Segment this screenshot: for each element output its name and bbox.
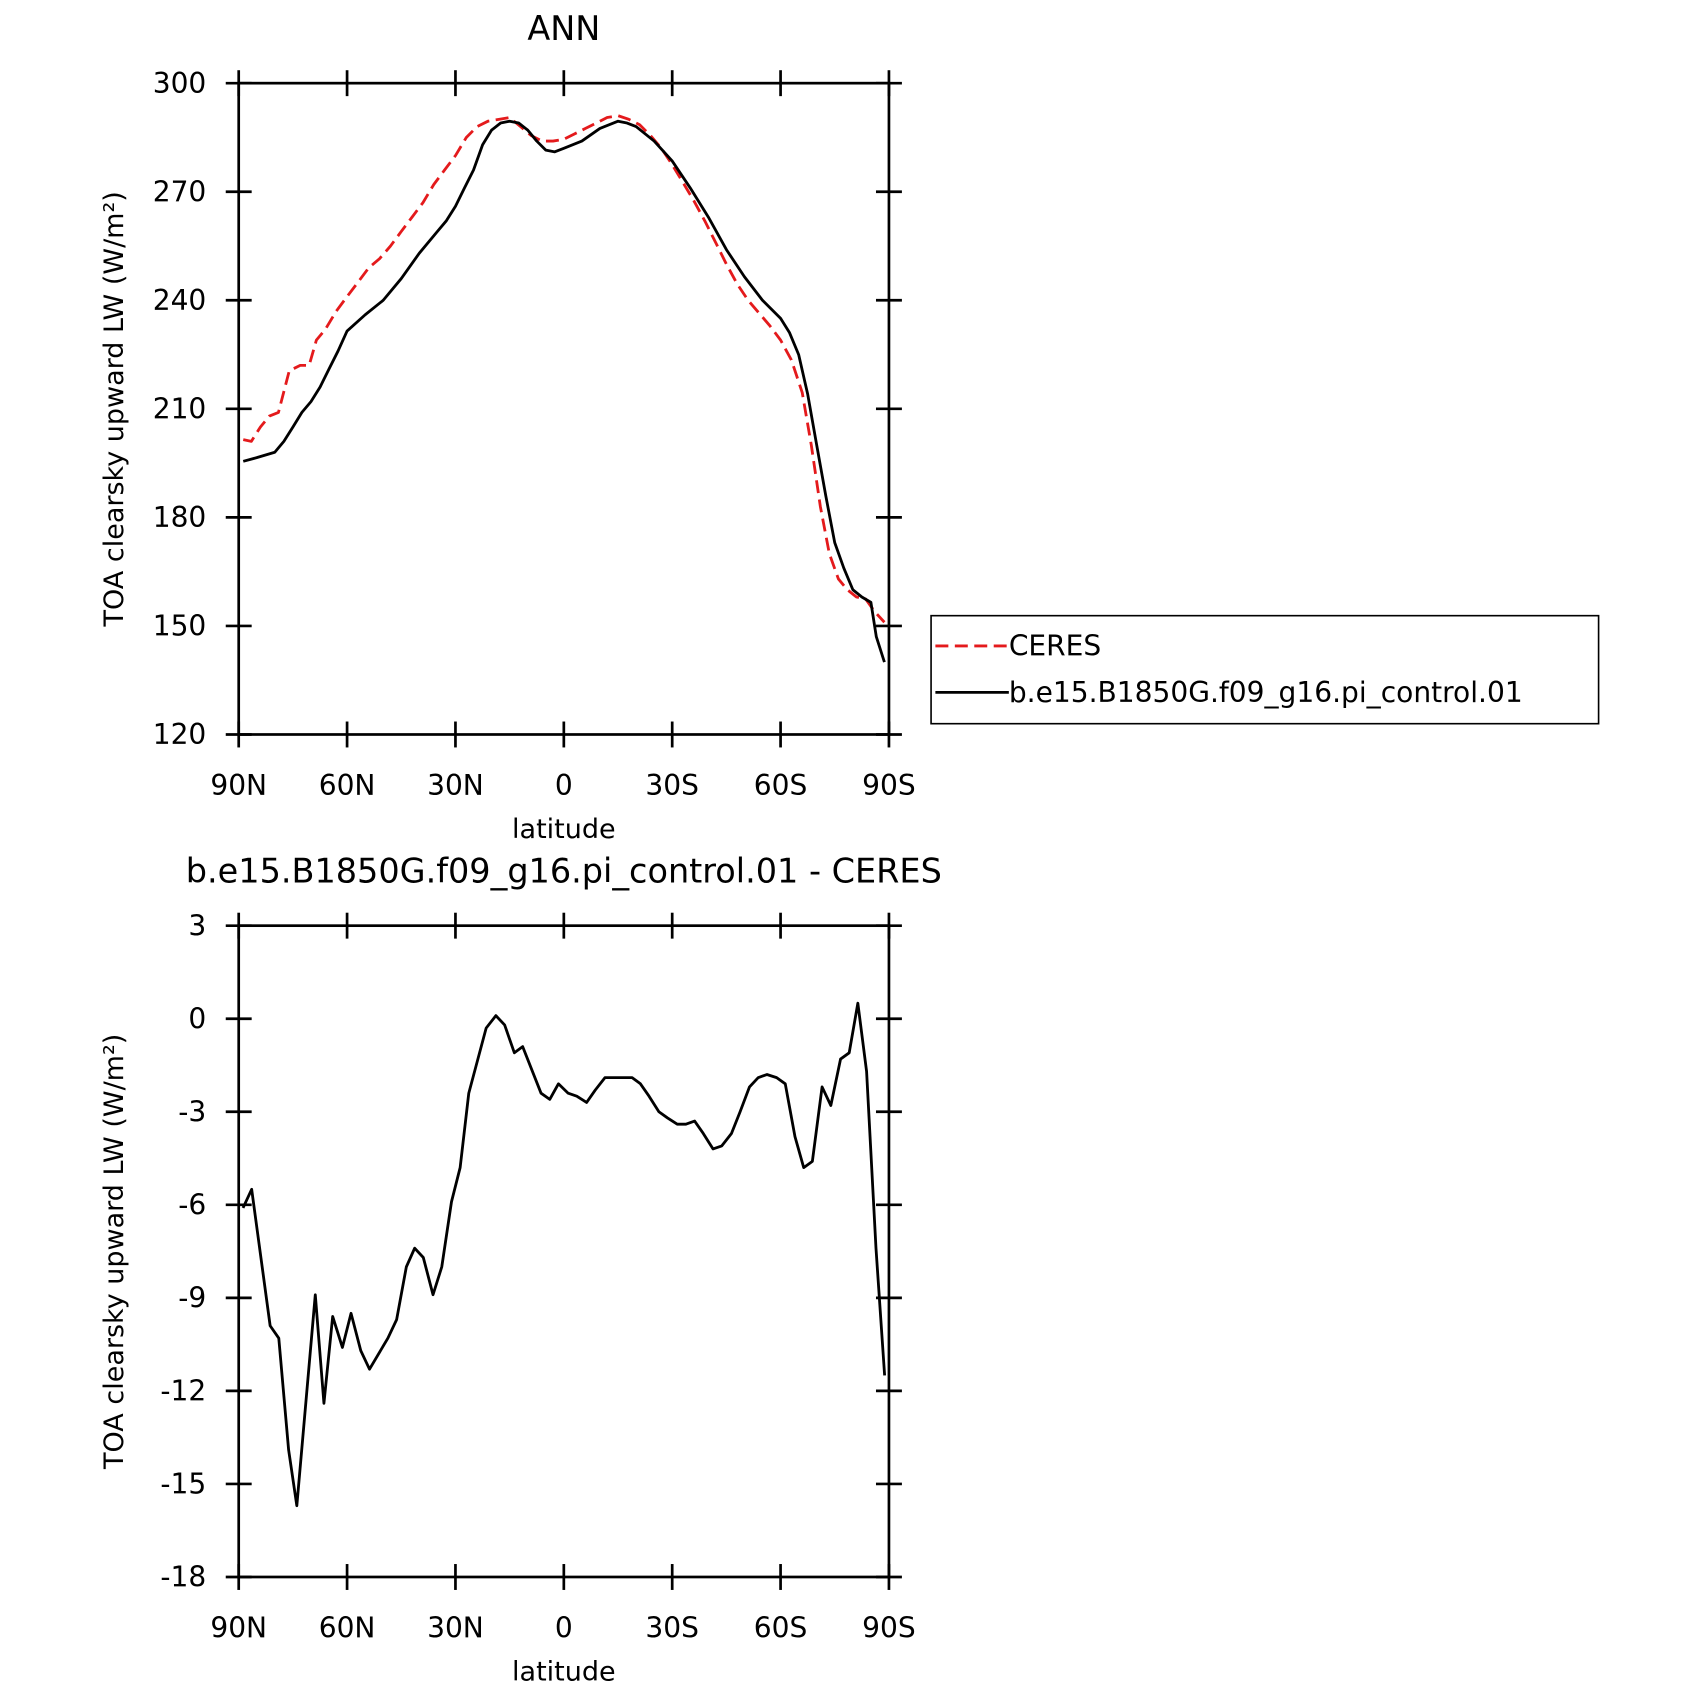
- y-tick-label: 240: [153, 284, 207, 317]
- chart-title: b.e15.B1850G.f09_g16.pi_control.01 - CER…: [186, 851, 942, 890]
- y-tick-label: 270: [153, 175, 207, 208]
- y-tick-label: 120: [153, 718, 207, 751]
- x-axis-label: latitude: [512, 1657, 616, 1685]
- x-tick-label: 30N: [427, 1611, 484, 1644]
- plot-frame: [237, 924, 891, 1579]
- y-tick-label: -9: [178, 1282, 206, 1315]
- plot-frame: [237, 81, 891, 736]
- x-tick-label: 0: [555, 769, 573, 802]
- x-tick-label: 60N: [319, 1611, 376, 1644]
- y-tick-label: 180: [153, 501, 207, 534]
- x-tick-label: 90S: [862, 769, 916, 802]
- x-tick-label: 90N: [210, 1611, 267, 1644]
- y-tick-label: 150: [153, 610, 207, 643]
- legend-label: b.e15.B1850G.f09_g16.pi_control.01: [1009, 676, 1523, 709]
- x-tick-label: 60N: [319, 769, 376, 802]
- y-tick-label: 210: [153, 393, 207, 426]
- x-tick-label: 0: [555, 1611, 573, 1644]
- data-line: [242, 119, 886, 663]
- y-tick-label: 3: [188, 909, 206, 942]
- y-tick-label: 0: [188, 1002, 206, 1035]
- x-tick-label: 30S: [645, 769, 699, 802]
- panel: ANN latitude TOA clearsky upward LW (W/m²)…: [99, 9, 1600, 845]
- data-line: [242, 114, 886, 624]
- y-axis-label: TOA clearsky upward LW (W/m²): [99, 1034, 130, 1470]
- legend-label: CERES: [1009, 630, 1101, 663]
- panel: b.e15.B1850G.f09_g16.pi_control.01 - CER…: [99, 851, 942, 1685]
- data-line: [241, 1001, 887, 1508]
- chart-title: ANN: [527, 9, 600, 48]
- x-tick-label: 30S: [645, 1611, 699, 1644]
- y-tick-label: -15: [160, 1468, 206, 1501]
- x-tick-label: 90N: [210, 769, 267, 802]
- x-tick-label: 90S: [862, 1611, 916, 1644]
- y-tick-label: -6: [178, 1189, 206, 1222]
- legend: CERES b.e15.B1850G.f09_g16.pi_control.01: [930, 614, 1600, 725]
- y-axis-label: TOA clearsky upward LW (W/m²): [99, 191, 130, 627]
- x-tick-label: 30N: [427, 769, 484, 802]
- y-tick-label: -12: [160, 1375, 206, 1408]
- x-tick-label: 60S: [754, 769, 808, 802]
- y-tick-label: 300: [153, 67, 207, 100]
- x-axis-label: latitude: [512, 814, 616, 845]
- legend-box: [930, 614, 1600, 725]
- y-tick-label: -18: [160, 1561, 206, 1594]
- x-tick-label: 60S: [754, 1611, 808, 1644]
- y-tick-label: -3: [178, 1095, 206, 1128]
